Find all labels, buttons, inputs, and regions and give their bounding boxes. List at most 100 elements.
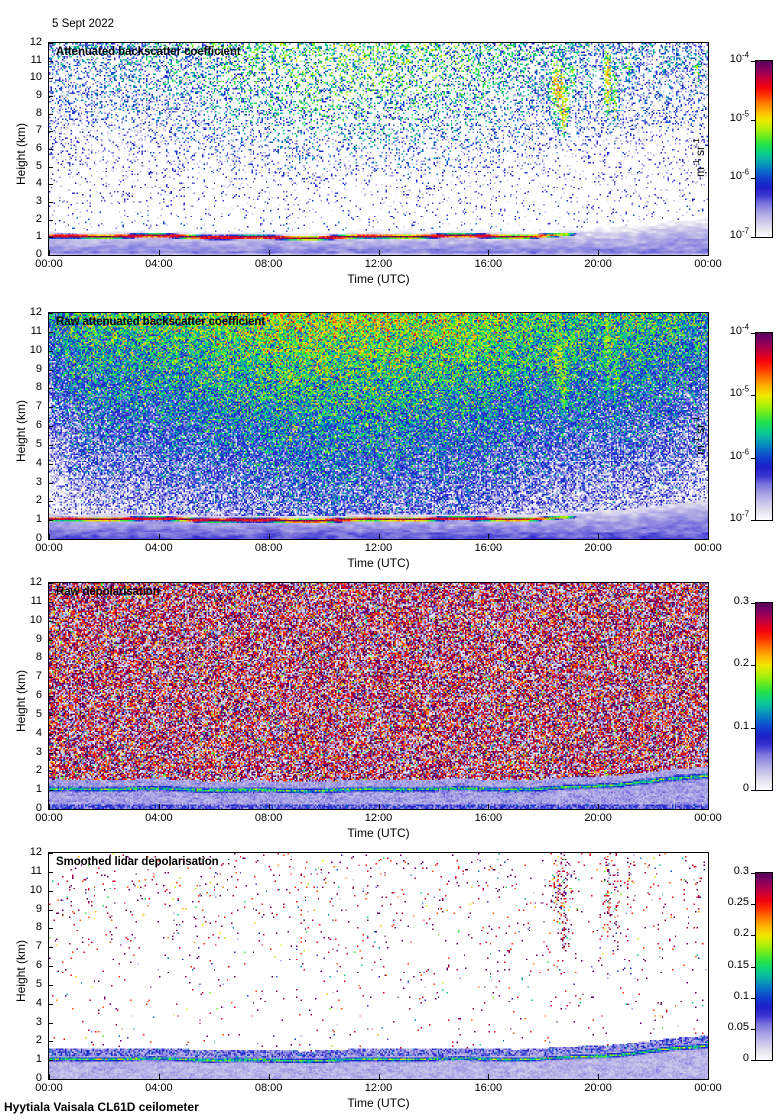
y-tick-label: 9 (35, 362, 42, 375)
y-tick-mark (48, 809, 53, 810)
colorbar-tick-label: 0.1 (733, 989, 749, 1002)
y-tick-label: 0 (35, 1072, 42, 1084)
x-tick-label: 16:00 (474, 258, 503, 270)
y-tick-mark (48, 947, 53, 948)
y-tick-label: 6 (35, 959, 42, 971)
y-tick-label: 9 (35, 89, 42, 101)
colorbar-tick-mark (751, 904, 755, 905)
colorbar-tick-mark (751, 998, 755, 999)
y-tick-label: 10 (29, 343, 42, 356)
panel-title-smoothed-lidar-depolarisation: Smoothed lidar depolarisation (56, 856, 219, 868)
y-tick-mark (48, 872, 53, 873)
plot-area-smoothed-lidar-depolarisation[interactable] (48, 852, 709, 1080)
y-tick-mark (48, 640, 53, 641)
y-tick-mark (48, 790, 53, 791)
y-tick-mark (48, 677, 53, 678)
colorbar-unit-label: m-1 sr-1 (691, 138, 707, 177)
colorbar-tick-label: 10-7 (729, 226, 749, 241)
colorbar-tick-mark (751, 603, 755, 604)
colorbar-tick-label: 0.25 (727, 896, 749, 909)
colorbar-tick-label: 0.3 (733, 595, 749, 607)
heatmap-attenuated-backscatter (49, 43, 708, 255)
colorbar-tick-label: 10-4 (729, 50, 749, 65)
colorbar-tick-mark (751, 790, 755, 791)
y-tick-mark (48, 332, 53, 333)
y-tick-mark (48, 61, 53, 62)
y-tick-label: 4 (35, 726, 42, 739)
y-tick-label: 5 (35, 437, 42, 450)
y-tick-mark (48, 1023, 53, 1024)
colorbar-tick-label: 0.15 (727, 958, 749, 971)
y-tick-mark (48, 255, 53, 256)
y-tick-mark (48, 370, 53, 371)
y-tick-mark (48, 464, 53, 465)
y-tick-mark (48, 853, 53, 854)
y-tick-label: 2 (35, 212, 42, 225)
y-tick-mark (48, 1041, 53, 1042)
y-tick-label: 11 (30, 594, 42, 607)
date-label: 5 Sept 2022 (52, 18, 115, 30)
plot-area-raw-depolarisation[interactable] (48, 582, 709, 810)
x-tick-label: 00:00 (35, 542, 63, 554)
x-tick-label: 04:00 (145, 812, 173, 824)
x-axis-title: Time (UTC) (347, 556, 410, 570)
y-tick-label: 7 (35, 124, 42, 137)
x-tick-label: 04:00 (145, 1082, 173, 1094)
plot-area-raw-attenuated-backscatter[interactable] (48, 312, 709, 540)
y-axis-title: Height (km) (14, 122, 28, 185)
y-tick-label: 11 (30, 864, 42, 877)
y-tick-label: 3 (35, 195, 42, 207)
colorbar-unit-label: m-1 sr-1 (691, 415, 707, 455)
y-axis-title: Height (km) (14, 399, 28, 462)
x-axis-title: Time (UTC) (347, 1096, 410, 1110)
x-tick-label: 08:00 (254, 812, 283, 824)
x-tick-label: 00:00 (35, 258, 63, 270)
colorbar-tick-mark (751, 665, 755, 666)
colorbar-attenuated-backscatter (755, 60, 773, 238)
y-tick-mark (48, 966, 53, 967)
panel-title-raw-depolarisation: Raw depolarisation (56, 586, 160, 598)
colorbar-tick-label: 10-5 (729, 109, 749, 124)
colorbar-gradient (756, 873, 772, 1060)
y-tick-mark (48, 985, 53, 986)
y-tick-mark (48, 1060, 53, 1061)
panel-title-raw-attenuated-backscatter: Raw attenuated backscatter coefficient (56, 316, 266, 328)
x-tick-label: 00:00 (694, 258, 722, 270)
x-tick-label: 20:00 (584, 542, 612, 554)
y-tick-mark (48, 539, 53, 540)
y-tick-label: 8 (35, 381, 42, 394)
y-tick-label: 11 (30, 324, 42, 337)
x-tick-label: 16:00 (474, 542, 503, 554)
colorbar-tick-label: 10-5 (729, 384, 749, 400)
y-tick-mark (48, 910, 53, 911)
x-tick-mark (488, 534, 489, 539)
x-tick-mark (379, 804, 380, 809)
x-tick-label: 20:00 (584, 812, 612, 824)
y-tick-label: 6 (35, 419, 42, 431)
x-tick-label: 12:00 (364, 812, 393, 824)
plot-area-attenuated-backscatter[interactable] (48, 42, 709, 256)
y-tick-label: 9 (35, 902, 42, 915)
y-tick-label: 2 (35, 764, 42, 777)
y-tick-mark (48, 220, 53, 221)
y-tick-mark (48, 445, 53, 446)
x-tick-mark (379, 534, 380, 539)
y-tick-label: 3 (35, 475, 42, 488)
x-tick-label: 00:00 (35, 812, 63, 824)
y-tick-label: 10 (29, 883, 42, 896)
y-tick-label: 6 (35, 689, 42, 701)
y-tick-label: 9 (35, 632, 42, 645)
y-tick-label: 1 (35, 1053, 42, 1066)
colorbar-tick-label: 10-4 (729, 322, 749, 337)
x-tick-label: 08:00 (254, 258, 283, 270)
x-tick-mark (488, 250, 489, 255)
x-tick-label: 16:00 (474, 812, 503, 824)
colorbar-tick-label: 0.2 (733, 927, 749, 940)
colorbar-tick-label: 10-7 (729, 509, 749, 524)
colorbar-gradient (756, 603, 772, 790)
y-tick-mark (48, 237, 53, 238)
y-tick-label: 12 (29, 846, 42, 858)
colorbar-tick-label: 0.1 (733, 719, 749, 732)
colorbar-tick-mark (751, 935, 755, 936)
y-tick-label: 5 (35, 159, 42, 172)
